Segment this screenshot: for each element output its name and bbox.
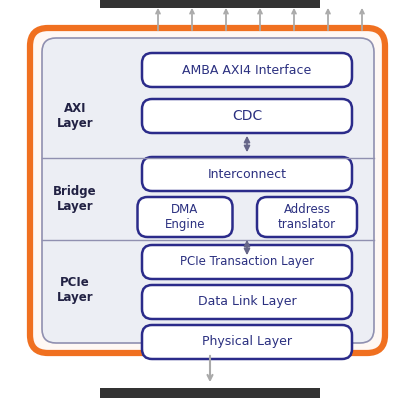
Text: AMBA AXI4 Interface: AMBA AXI4 Interface: [182, 64, 312, 76]
Text: Interconnect: Interconnect: [207, 168, 286, 180]
Text: AXI
Layer: AXI Layer: [57, 102, 93, 130]
Text: Data Link Layer: Data Link Layer: [198, 296, 297, 308]
Text: Bridge
Layer: Bridge Layer: [53, 185, 97, 213]
Text: PCIe Transaction Layer: PCIe Transaction Layer: [180, 256, 314, 268]
FancyBboxPatch shape: [142, 245, 352, 279]
Bar: [100, 388, 320, 398]
Text: PCIe
Layer: PCIe Layer: [57, 276, 93, 304]
Text: Address
translator: Address translator: [278, 203, 336, 231]
Bar: [100, 0, 320, 8]
Text: DMA
Engine: DMA Engine: [165, 203, 205, 231]
FancyBboxPatch shape: [142, 157, 352, 191]
FancyBboxPatch shape: [257, 197, 357, 237]
FancyBboxPatch shape: [42, 38, 374, 343]
FancyBboxPatch shape: [142, 285, 352, 319]
Text: CDC: CDC: [232, 109, 262, 123]
FancyBboxPatch shape: [142, 99, 352, 133]
FancyBboxPatch shape: [142, 53, 352, 87]
FancyBboxPatch shape: [142, 325, 352, 359]
FancyBboxPatch shape: [137, 197, 233, 237]
FancyBboxPatch shape: [30, 28, 385, 353]
Text: Physical Layer: Physical Layer: [202, 336, 292, 348]
